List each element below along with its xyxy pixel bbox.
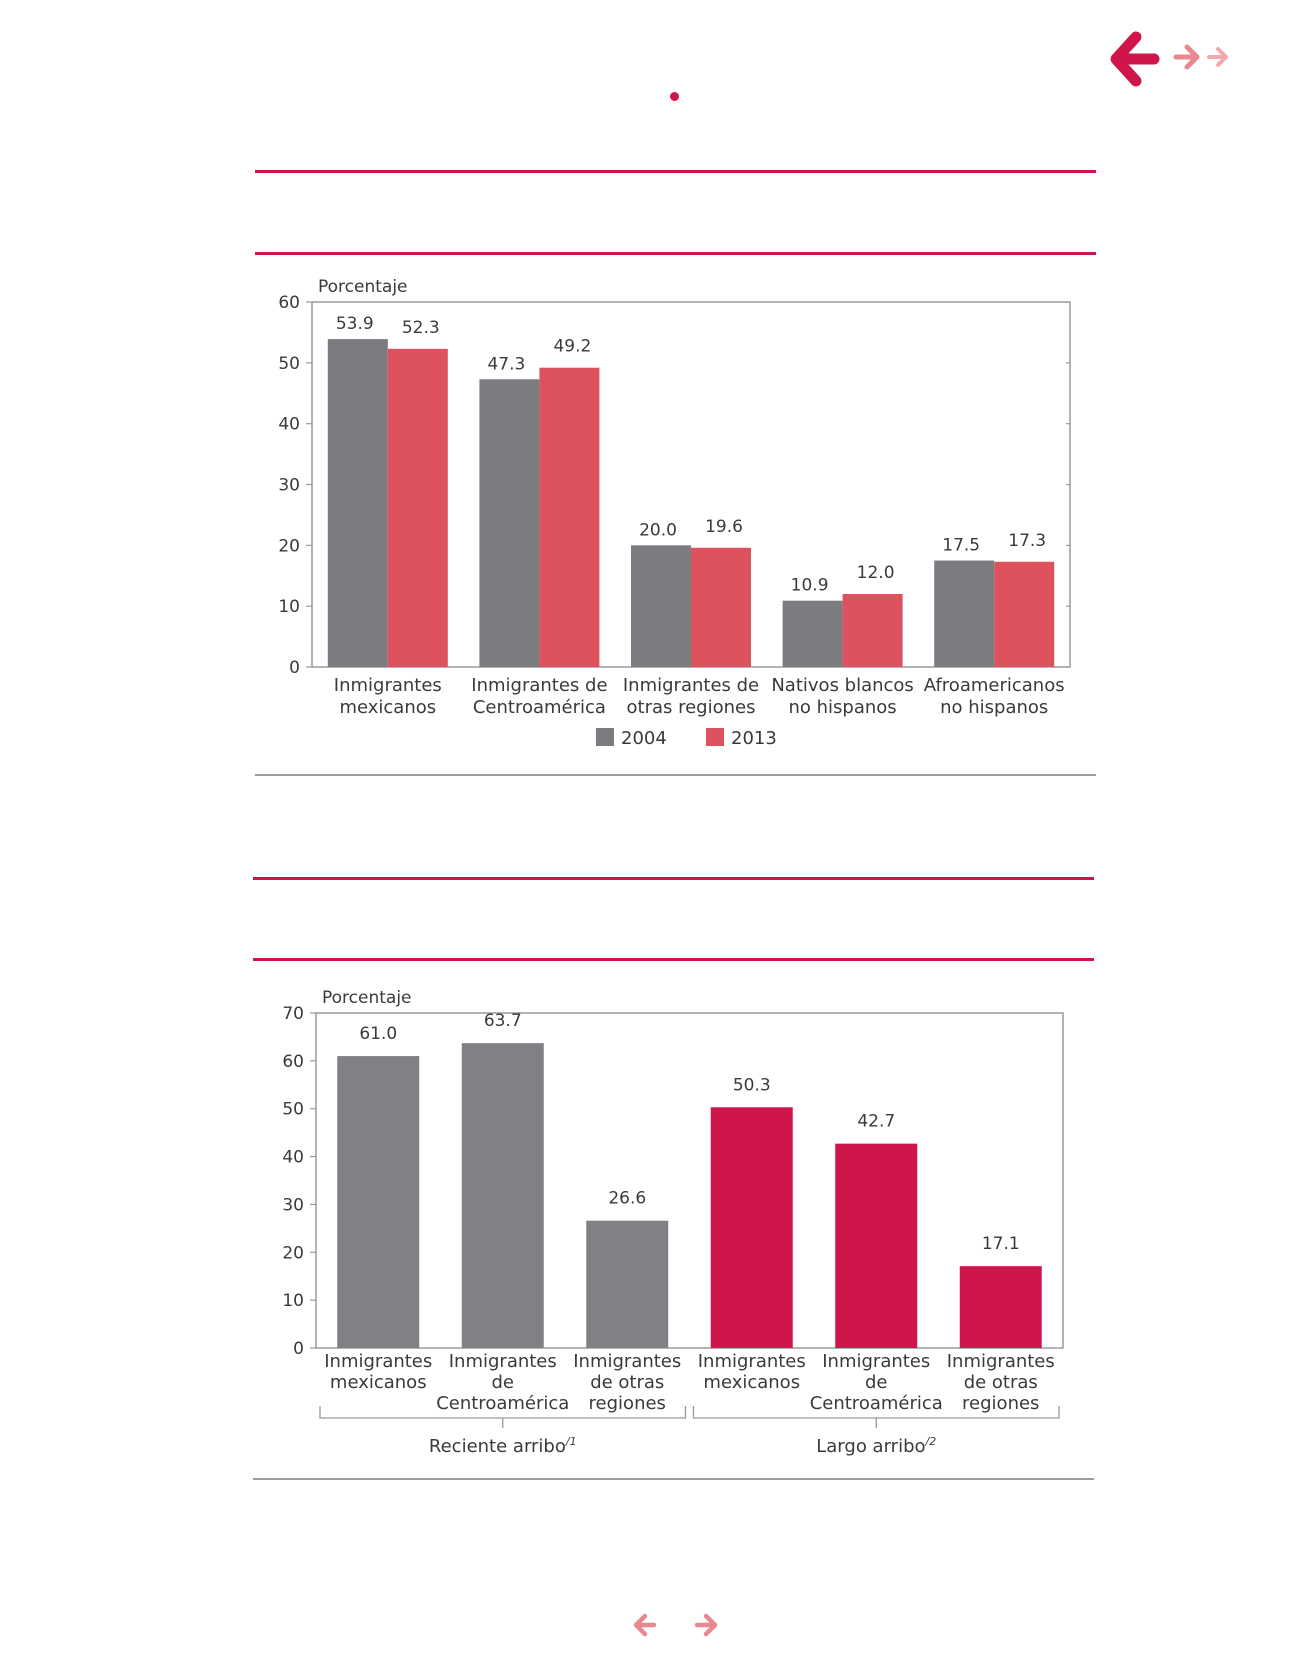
data-label: 63.7 (484, 1011, 522, 1031)
arrow-right-icon[interactable] (1206, 45, 1230, 69)
bar (387, 348, 448, 667)
x-tick-label: regiones (589, 1393, 666, 1414)
bar (782, 600, 843, 667)
x-tick-label: regiones (962, 1393, 1039, 1414)
divider (255, 774, 1096, 776)
divider (253, 877, 1094, 880)
x-tick-label: de (865, 1372, 888, 1393)
bar (586, 1220, 669, 1348)
legend-swatch (596, 728, 614, 746)
divider (255, 252, 1096, 255)
bar (842, 594, 903, 667)
y-tick-label: 10 (282, 1291, 304, 1311)
group-bracket (319, 1406, 687, 1428)
arrow-left-icon[interactable] (632, 1612, 658, 1638)
data-label: 52.3 (402, 318, 440, 338)
bar (934, 560, 995, 667)
x-tick-label: Inmigrantes (324, 1351, 432, 1372)
y-tick-label: 0 (293, 1339, 304, 1359)
bar (691, 547, 751, 667)
bar (710, 1107, 793, 1348)
data-label: 42.7 (857, 1112, 895, 1132)
data-label: 17.3 (1008, 531, 1046, 551)
x-tick-label: Centroamérica (473, 697, 606, 718)
group-label: Reciente arribo/1 (429, 1435, 577, 1457)
y-tick-label: 20 (282, 1243, 304, 1263)
bar (461, 1043, 544, 1348)
y-tick-label: 50 (278, 354, 300, 374)
y-tick-label: 20 (278, 536, 300, 556)
data-label: 17.1 (982, 1234, 1020, 1254)
x-tick-label: de otras (590, 1372, 664, 1393)
y-tick-label: 0 (289, 658, 300, 678)
x-tick-label: no hispanos (789, 697, 897, 718)
x-tick-label: Inmigrantes (573, 1351, 681, 1372)
x-tick-label: Inmigrantes de (471, 675, 607, 696)
x-tick-label: mexicanos (703, 1372, 800, 1393)
data-label: 53.9 (336, 314, 374, 334)
data-label: 61.0 (359, 1024, 397, 1044)
y-tick-label: 40 (282, 1148, 304, 1168)
bullet-dot (670, 92, 679, 101)
x-tick-label: de otras (964, 1372, 1038, 1393)
legend-swatch (706, 728, 724, 746)
x-tick-label: Inmigrantes (822, 1351, 930, 1372)
bar-chart-1: 0 10 20 30 40 50 60 Porcentaje 53.9 52.3 Inmigrant… (278, 277, 1071, 749)
bar (835, 1143, 918, 1348)
data-label: 50.3 (733, 1075, 771, 1095)
x-tick-label: otras regiones (627, 697, 756, 718)
legend-label: 2004 (621, 728, 667, 749)
x-tick-label: mexicanos (330, 1372, 427, 1393)
y-tick-label: 40 (278, 415, 300, 435)
bar (539, 367, 600, 667)
bar (479, 379, 540, 667)
bar (631, 545, 691, 667)
y-tick-label: 50 (282, 1100, 304, 1120)
bar (327, 339, 388, 667)
arrow-right-icon[interactable] (693, 1612, 719, 1638)
group-label: Largo arribo/2 (816, 1435, 936, 1457)
arrow-left-icon[interactable] (1108, 30, 1164, 88)
x-tick-label: Inmigrantes de (623, 675, 759, 696)
data-label: 17.5 (942, 536, 980, 556)
x-tick-label: Nativos blancos (771, 675, 913, 696)
divider (255, 170, 1096, 173)
y-tick-label: 60 (278, 293, 300, 313)
x-tick-label: no hispanos (940, 697, 1048, 718)
data-label: 47.3 (487, 354, 525, 374)
bar (959, 1266, 1042, 1348)
x-tick-label: Centroamérica (436, 1393, 569, 1414)
x-tick-label: Centroamérica (810, 1393, 943, 1414)
data-label: 12.0 (857, 563, 895, 583)
plot-frame (315, 1012, 1064, 1349)
bar (994, 561, 1055, 667)
data-label: 20.0 (639, 520, 677, 540)
divider (253, 1478, 1094, 1480)
bar-chart-2: 0 10 20 30 40 50 60 70 Porcentaje 61.0 Inmigrantes… (282, 988, 1064, 1457)
x-tick-label: mexicanos (339, 697, 436, 718)
bar (337, 1056, 420, 1348)
arrow-right-icon[interactable] (1172, 42, 1202, 72)
x-tick-label: Inmigrantes (449, 1351, 557, 1372)
divider (253, 958, 1094, 961)
y-tick-label: 30 (278, 476, 300, 496)
x-tick-label: Inmigrantes (698, 1351, 806, 1372)
x-tick-label: Inmigrantes (334, 675, 442, 696)
y-axis-label: Porcentaje (318, 277, 408, 297)
data-label: 49.2 (553, 337, 591, 357)
y-axis-label: Porcentaje (322, 988, 412, 1008)
group-bracket (692, 1406, 1060, 1428)
x-tick-label: de (492, 1372, 515, 1393)
data-label: 26.6 (608, 1189, 646, 1209)
data-label: 19.6 (705, 517, 743, 537)
y-tick-label: 30 (282, 1195, 304, 1215)
y-tick-label: 60 (282, 1052, 304, 1072)
y-tick-label: 10 (278, 597, 300, 617)
data-label: 10.9 (791, 576, 829, 596)
legend-label: 2013 (731, 728, 777, 749)
x-tick-label: Afroamericanos (924, 675, 1065, 696)
y-tick-label: 70 (282, 1004, 304, 1024)
x-tick-label: Inmigrantes (947, 1351, 1055, 1372)
